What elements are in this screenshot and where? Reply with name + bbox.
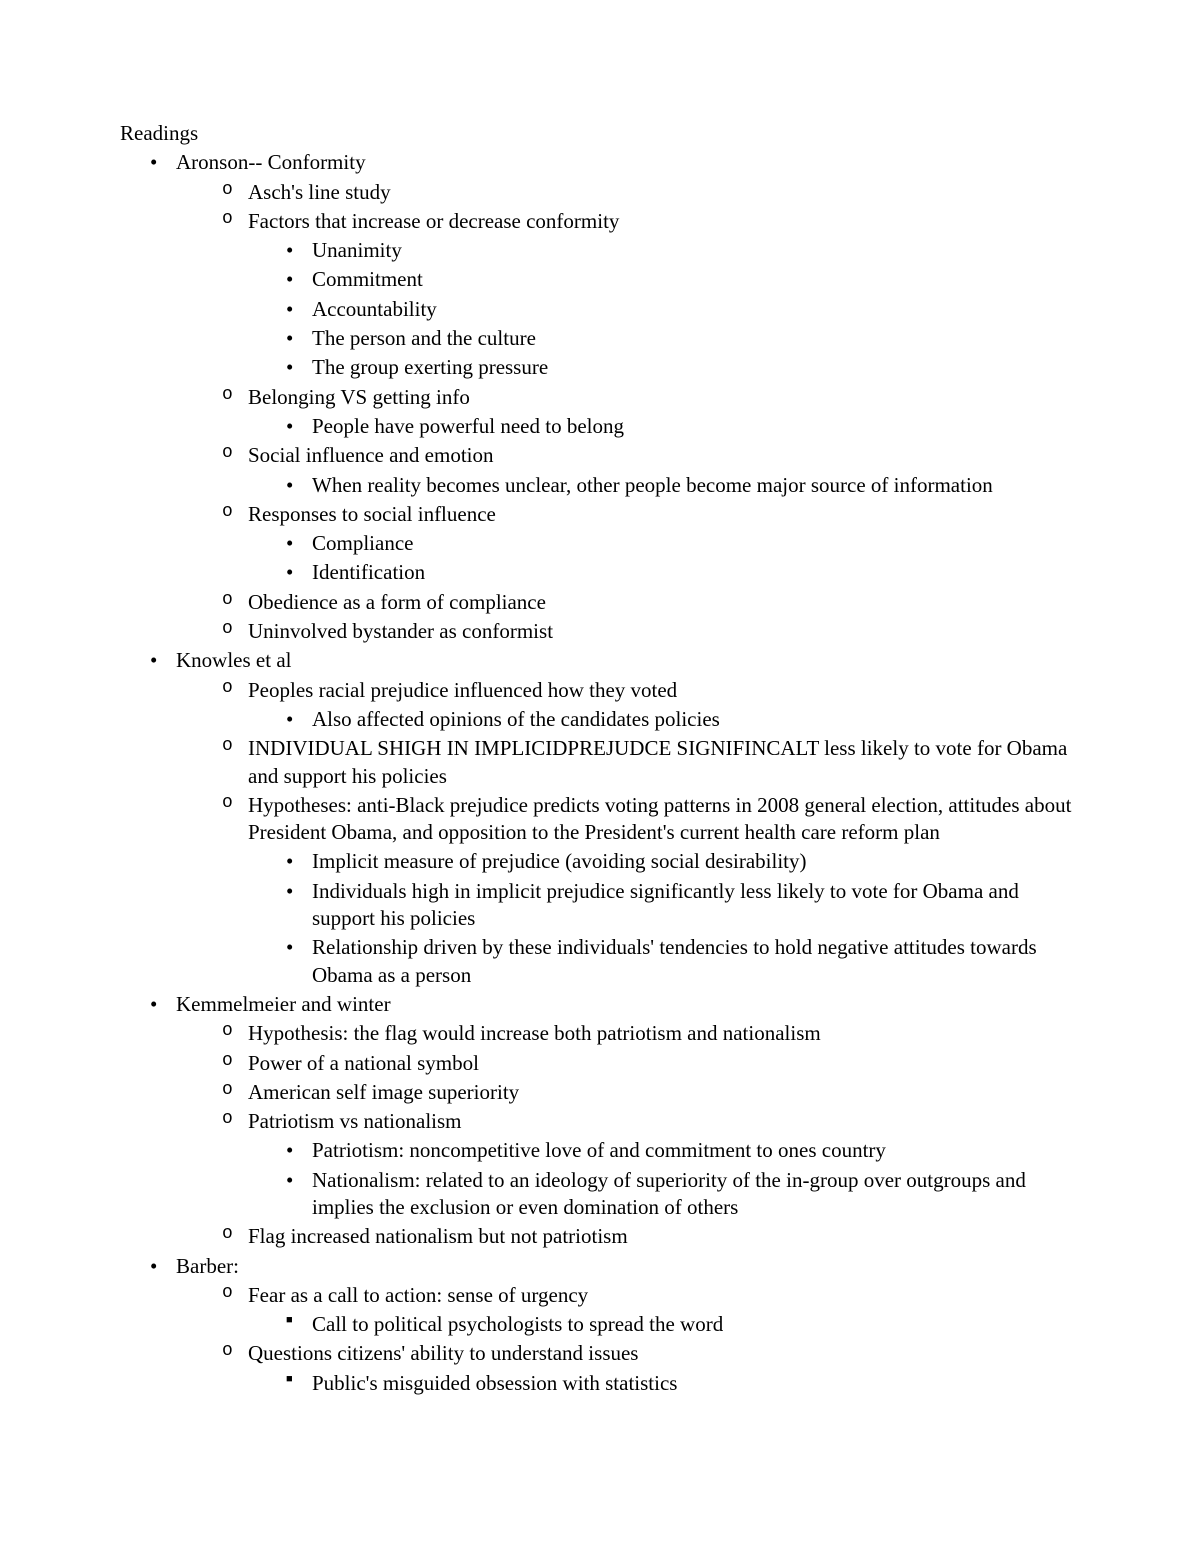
outline-item-l3: Patriotism: noncompetitive love of and c… [312, 1137, 1080, 1164]
outline-sublist: When reality becomes unclear, other peop… [248, 472, 1080, 499]
outline-item-l3: When reality becomes unclear, other peop… [312, 472, 1080, 499]
outline-sublist: Asch's line study Factors that increase o… [176, 179, 1080, 646]
outline-item-text: Social influence and emotion [248, 443, 494, 467]
outline-item-text: Barber: [176, 1254, 239, 1278]
outline-item-text: Responses to social influence [248, 502, 496, 526]
outline-sublist: Fear as a call to action: sense of urgen… [176, 1282, 1080, 1397]
outline-sublist: Hypothesis: the flag would increase both… [176, 1020, 1080, 1250]
outline-item-l2: Uninvolved bystander as conformist [248, 618, 1080, 645]
outline-sublist: Peoples racial prejudice influenced how … [176, 677, 1080, 989]
outline-sublist: Public's misguided obsession with statis… [248, 1370, 1080, 1397]
outline-item-l1: Kemmelmeier and winter Hypothesis: the fl… [176, 991, 1080, 1251]
outline-item-text: Public's misguided obsession with statis… [312, 1371, 677, 1395]
outline-sublist: Patriotism: noncompetitive love of and c… [248, 1137, 1080, 1221]
outline-item-l2: Questions citizens' ability to understan… [248, 1340, 1080, 1397]
outline-item-l2: Hypotheses: anti-Black prejudice predict… [248, 792, 1080, 989]
outline-item-text: Asch's line study [248, 180, 391, 204]
outline-item-l3: Accountability [312, 296, 1080, 323]
outline-item-l2: INDIVIDUAL SHIGH IN IMPLICIDPREJUDCE SIG… [248, 735, 1080, 790]
outline-item-l2: Obedience as a form of compliance [248, 589, 1080, 616]
outline-root: Aronson-- Conformity Asch's line study Fac… [120, 149, 1080, 1397]
outline-sublist: Also affected opinions of the candidates… [248, 706, 1080, 733]
outline-item-text: Hypothesis: the flag would increase both… [248, 1021, 821, 1045]
outline-item-l2: Power of a national symbol [248, 1050, 1080, 1077]
outline-item-l2: Flag increased nationalism but not patri… [248, 1223, 1080, 1250]
outline-item-text: Nationalism: related to an ideology of s… [312, 1168, 1026, 1219]
outline-item-text: Obedience as a form of compliance [248, 590, 546, 614]
outline-item-text: Aronson-- Conformity [176, 150, 366, 174]
outline-item-l2: Factors that increase or decrease confor… [248, 208, 1080, 382]
outline-item-text: Implicit measure of prejudice (avoiding … [312, 849, 807, 873]
page-heading: Readings [120, 120, 1080, 147]
outline-item-l3: Commitment [312, 266, 1080, 293]
outline-sublist: People have powerful need to belong [248, 413, 1080, 440]
document-page: Readings Aronson-- Conformity Asch's line… [0, 0, 1200, 1553]
outline-item-text: Patriotism: noncompetitive love of and c… [312, 1138, 886, 1162]
outline-item-l3: Individuals high in implicit prejudice s… [312, 878, 1080, 933]
outline-item-l3: Unanimity [312, 237, 1080, 264]
outline-item-l1: Knowles et al Peoples racial prejudice in… [176, 647, 1080, 989]
outline-item-text: Power of a national symbol [248, 1051, 479, 1075]
outline-sublist: Unanimity Commitment Accountability The per… [248, 237, 1080, 381]
outline-item-l2: American self image superiority [248, 1079, 1080, 1106]
outline-item-l2: Hypothesis: the flag would increase both… [248, 1020, 1080, 1047]
outline-sublist: Call to political psychologists to sprea… [248, 1311, 1080, 1338]
outline-item-l3: Relationship driven by these individuals… [312, 934, 1080, 989]
outline-item-text: Hypotheses: anti-Black prejudice predict… [248, 793, 1071, 844]
outline-item-l2: Responses to social influence Compliance I… [248, 501, 1080, 587]
outline-item-text: INDIVIDUAL SHIGH IN IMPLICIDPREJUDCE SIG… [248, 736, 1067, 787]
outline-sublist: Compliance Identification [248, 530, 1080, 587]
outline-item-text: When reality becomes unclear, other peop… [312, 473, 993, 497]
outline-item-text: Patriotism vs nationalism [248, 1109, 462, 1133]
outline-item-text: Identification [312, 560, 425, 584]
outline-item-text: People have powerful need to belong [312, 414, 624, 438]
outline-item-l3: Public's misguided obsession with statis… [312, 1370, 1080, 1397]
outline-item-text: Call to political psychologists to sprea… [312, 1312, 723, 1336]
outline-item-l3: Also affected opinions of the candidates… [312, 706, 1080, 733]
outline-item-text: Commitment [312, 267, 423, 291]
outline-item-l1: Aronson-- Conformity Asch's line study Fac… [176, 149, 1080, 645]
outline-item-l1: Barber: Fear as a call to action: sense o… [176, 1253, 1080, 1397]
outline-item-l3: Call to political psychologists to sprea… [312, 1311, 1080, 1338]
outline-item-text: Factors that increase or decrease confor… [248, 209, 619, 233]
outline-item-text: American self image superiority [248, 1080, 519, 1104]
outline-item-l3: People have powerful need to belong [312, 413, 1080, 440]
outline-item-l3: The group exerting pressure [312, 354, 1080, 381]
outline-item-text: Individuals high in implicit prejudice s… [312, 879, 1019, 930]
outline-item-text: Peoples racial prejudice influenced how … [248, 678, 677, 702]
outline-item-text: Questions citizens' ability to understan… [248, 1341, 638, 1365]
outline-item-l2: Fear as a call to action: sense of urgen… [248, 1282, 1080, 1339]
outline-item-text: Flag increased nationalism but not patri… [248, 1224, 628, 1248]
outline-item-text: Kemmelmeier and winter [176, 992, 391, 1016]
outline-item-l3: Compliance [312, 530, 1080, 557]
outline-item-l2: Patriotism vs nationalism Patriotism: non… [248, 1108, 1080, 1221]
outline-item-text: Compliance [312, 531, 413, 555]
outline-item-l2: Social influence and emotion When reality… [248, 442, 1080, 499]
outline-sublist: Implicit measure of prejudice (avoiding … [248, 848, 1080, 988]
outline-item-l2: Belonging VS getting info People have pow… [248, 384, 1080, 441]
outline-item-text: Belonging VS getting info [248, 385, 470, 409]
outline-item-text: Relationship driven by these individuals… [312, 935, 1037, 986]
outline-item-l3: Nationalism: related to an ideology of s… [312, 1167, 1080, 1222]
outline-item-text: The group exerting pressure [312, 355, 548, 379]
outline-item-l3: Identification [312, 559, 1080, 586]
outline-item-text: Accountability [312, 297, 437, 321]
outline-item-text: Uninvolved bystander as conformist [248, 619, 553, 643]
outline-item-l3: Implicit measure of prejudice (avoiding … [312, 848, 1080, 875]
outline-item-text: Also affected opinions of the candidates… [312, 707, 720, 731]
outline-item-text: Unanimity [312, 238, 402, 262]
outline-item-text: Fear as a call to action: sense of urgen… [248, 1283, 588, 1307]
outline-item-l2: Peoples racial prejudice influenced how … [248, 677, 1080, 734]
outline-item-l2: Asch's line study [248, 179, 1080, 206]
outline-item-text: The person and the culture [312, 326, 536, 350]
outline-item-text: Knowles et al [176, 648, 291, 672]
outline-item-l3: The person and the culture [312, 325, 1080, 352]
